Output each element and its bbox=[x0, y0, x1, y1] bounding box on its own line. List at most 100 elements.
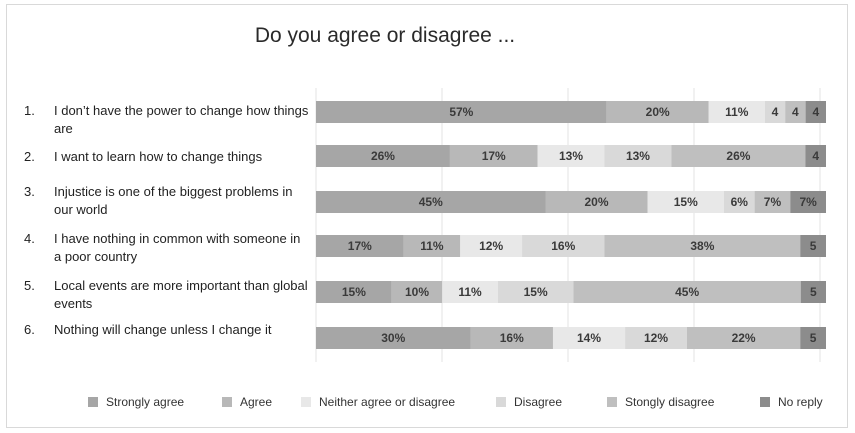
data-label: 6% bbox=[731, 195, 749, 209]
question-number: 6. bbox=[24, 322, 35, 337]
bar-q1-agree bbox=[606, 101, 709, 123]
legend-label: Strongly agree bbox=[106, 395, 185, 409]
data-label: 57% bbox=[449, 105, 473, 119]
data-label: 45% bbox=[419, 195, 443, 209]
data-label: 4 bbox=[772, 105, 779, 119]
data-label: 7% bbox=[764, 195, 782, 209]
data-label: 12% bbox=[479, 239, 503, 253]
data-label: 11% bbox=[458, 285, 482, 299]
data-label: 10% bbox=[405, 285, 429, 299]
legend-swatch bbox=[607, 397, 617, 407]
bar-q5-agree bbox=[391, 281, 443, 303]
bar-q6-agree bbox=[470, 327, 553, 349]
bar-q2-stongly-disagree bbox=[671, 145, 806, 167]
data-label: 11% bbox=[420, 239, 444, 253]
data-label: 4 bbox=[812, 105, 819, 119]
legend-swatch bbox=[760, 397, 770, 407]
bar-q4-no-reply bbox=[800, 235, 826, 257]
data-label: 38% bbox=[690, 239, 714, 253]
question-text: Nothing will change unless I change it bbox=[54, 322, 272, 337]
data-label: 17% bbox=[482, 149, 506, 163]
data-label: 17% bbox=[348, 239, 372, 253]
bar-q6-strongly-agree bbox=[316, 327, 471, 349]
legend-swatch bbox=[496, 397, 506, 407]
bar-q4-strongly-agree bbox=[316, 235, 404, 257]
legend-label: Disagree bbox=[514, 395, 563, 409]
legend-item-stongly-disagree: Stongly disagree bbox=[607, 395, 714, 409]
question-number: 5. bbox=[24, 278, 35, 293]
data-label: 12% bbox=[644, 331, 668, 345]
bar-q4-disagree bbox=[522, 235, 605, 257]
bar-q3-disagree bbox=[724, 191, 755, 213]
bar-q2-no-reply bbox=[805, 145, 826, 167]
data-label: 20% bbox=[584, 195, 608, 209]
bar-q2-agree bbox=[449, 145, 538, 167]
data-label: 4 bbox=[792, 105, 799, 119]
bar-q2-strongly-agree bbox=[316, 145, 450, 167]
data-label: 14% bbox=[577, 331, 601, 345]
legend-swatch bbox=[301, 397, 311, 407]
data-label: 5 bbox=[810, 285, 817, 299]
bar-q5-strongly-agree bbox=[316, 281, 392, 303]
legend-item-neither-agree-or-disagree: Neither agree or disagree bbox=[301, 395, 455, 409]
bar-q2-disagree bbox=[604, 145, 672, 167]
data-label: 22% bbox=[732, 331, 756, 345]
legend-label: No reply bbox=[778, 395, 823, 409]
legend-item-disagree: Disagree bbox=[496, 395, 562, 409]
bar-q5-stongly-disagree bbox=[573, 281, 801, 303]
question-label-2: 2. I want to learn how to change things bbox=[24, 148, 309, 166]
bar-q5-neither-agree-or-disagree bbox=[442, 281, 498, 303]
question-number: 1. bbox=[24, 103, 35, 118]
data-label: 4 bbox=[812, 149, 819, 163]
bar-q3-stongly-disagree bbox=[754, 191, 791, 213]
bar-q3-agree bbox=[545, 191, 648, 213]
data-label: 11% bbox=[725, 105, 749, 119]
question-label-3: 3. Injustice is one of the biggest proble… bbox=[24, 183, 309, 219]
bar-q6-no-reply bbox=[800, 327, 826, 349]
data-label: 45% bbox=[675, 285, 699, 299]
bar-q4-stongly-disagree bbox=[604, 235, 801, 257]
bar-q3-neither-agree-or-disagree bbox=[647, 191, 724, 213]
bar-q6-neither-agree-or-disagree bbox=[552, 327, 626, 349]
data-label: 5 bbox=[810, 239, 817, 253]
question-text: I don’t have the power to change how thi… bbox=[54, 103, 309, 136]
question-number: 4. bbox=[24, 231, 35, 246]
data-label: 26% bbox=[726, 149, 750, 163]
data-label: 15% bbox=[674, 195, 698, 209]
data-label: 15% bbox=[342, 285, 366, 299]
data-label: 15% bbox=[524, 285, 548, 299]
bar-q4-neither-agree-or-disagree bbox=[460, 235, 523, 257]
question-text: Injustice is one of the biggest problems… bbox=[54, 184, 293, 217]
question-label-4: 4. I have nothing in common with someone … bbox=[24, 230, 309, 266]
data-label: 13% bbox=[559, 149, 583, 163]
data-label: 20% bbox=[646, 105, 670, 119]
bar-q6-disagree bbox=[625, 327, 687, 349]
data-label: 26% bbox=[371, 149, 395, 163]
legend-swatch bbox=[222, 397, 232, 407]
bar-q3-no-reply bbox=[790, 191, 826, 213]
question-label-1: 1. I don’t have the power to change how t… bbox=[24, 102, 309, 138]
legend-item-agree: Agree bbox=[222, 395, 272, 409]
data-label: 30% bbox=[381, 331, 405, 345]
bar-q5-no-reply bbox=[800, 281, 826, 303]
bar-q1-neither-agree-or-disagree bbox=[708, 101, 765, 123]
question-text: Local events are more important than glo… bbox=[54, 278, 308, 311]
legend-swatch bbox=[88, 397, 98, 407]
legend-label: Neither agree or disagree bbox=[319, 395, 456, 409]
data-label: 16% bbox=[551, 239, 575, 253]
data-label: 7% bbox=[799, 195, 817, 209]
bar-q1-disagree bbox=[764, 101, 786, 123]
data-label: 5 bbox=[810, 331, 817, 345]
bar-q5-disagree bbox=[497, 281, 574, 303]
bar-q2-neither-agree-or-disagree bbox=[537, 145, 605, 167]
question-label-5: 5. Local events are more important than g… bbox=[24, 277, 309, 313]
question-label-6: 6. Nothing will change unless I change it bbox=[24, 321, 309, 339]
bar-q6-stongly-disagree bbox=[686, 327, 801, 349]
question-number: 2. bbox=[24, 149, 35, 164]
bar-q1-no-reply bbox=[805, 101, 826, 123]
question-text: I want to learn how to change things bbox=[54, 149, 263, 164]
bar-q3-strongly-agree bbox=[316, 191, 546, 213]
chart-frame bbox=[6, 4, 848, 428]
legend-item-strongly-agree: Strongly agree bbox=[88, 395, 184, 409]
